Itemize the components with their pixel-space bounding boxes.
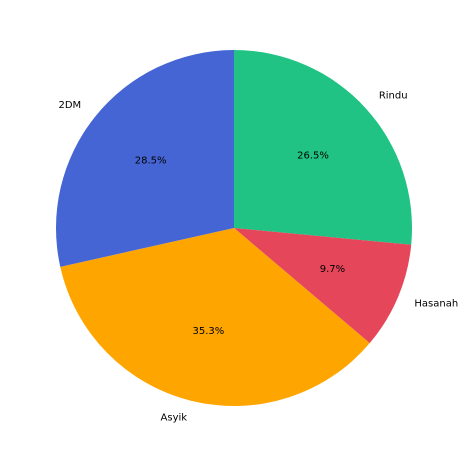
pie-pct-label-rindu: 26.5% [297, 151, 329, 162]
pie-slice-rindu [234, 50, 412, 245]
pie-category-label-rindu: Rindu [379, 91, 408, 102]
pie-slice-2dm [55, 50, 234, 267]
pie-category-label-2dm: 2DM [58, 100, 81, 111]
pie-pct-label-asyik: 35.3% [193, 326, 225, 337]
pie-pct-label-hasanah: 9.7% [320, 264, 345, 275]
pie-slices [55, 50, 412, 406]
pie-slice-hasanah [234, 228, 412, 344]
pie-category-label-hasanah: Hasanah [414, 299, 458, 310]
pie-pct-label-2dm: 28.5% [135, 156, 167, 167]
pie-labels: 26.5% Rindu 9.7% Hasanah 35.3% Asyik 28.5% 2DM [58, 91, 458, 424]
pie-category-label-asyik: Asyik [161, 413, 188, 424]
pie-slice-asyik [60, 228, 370, 406]
